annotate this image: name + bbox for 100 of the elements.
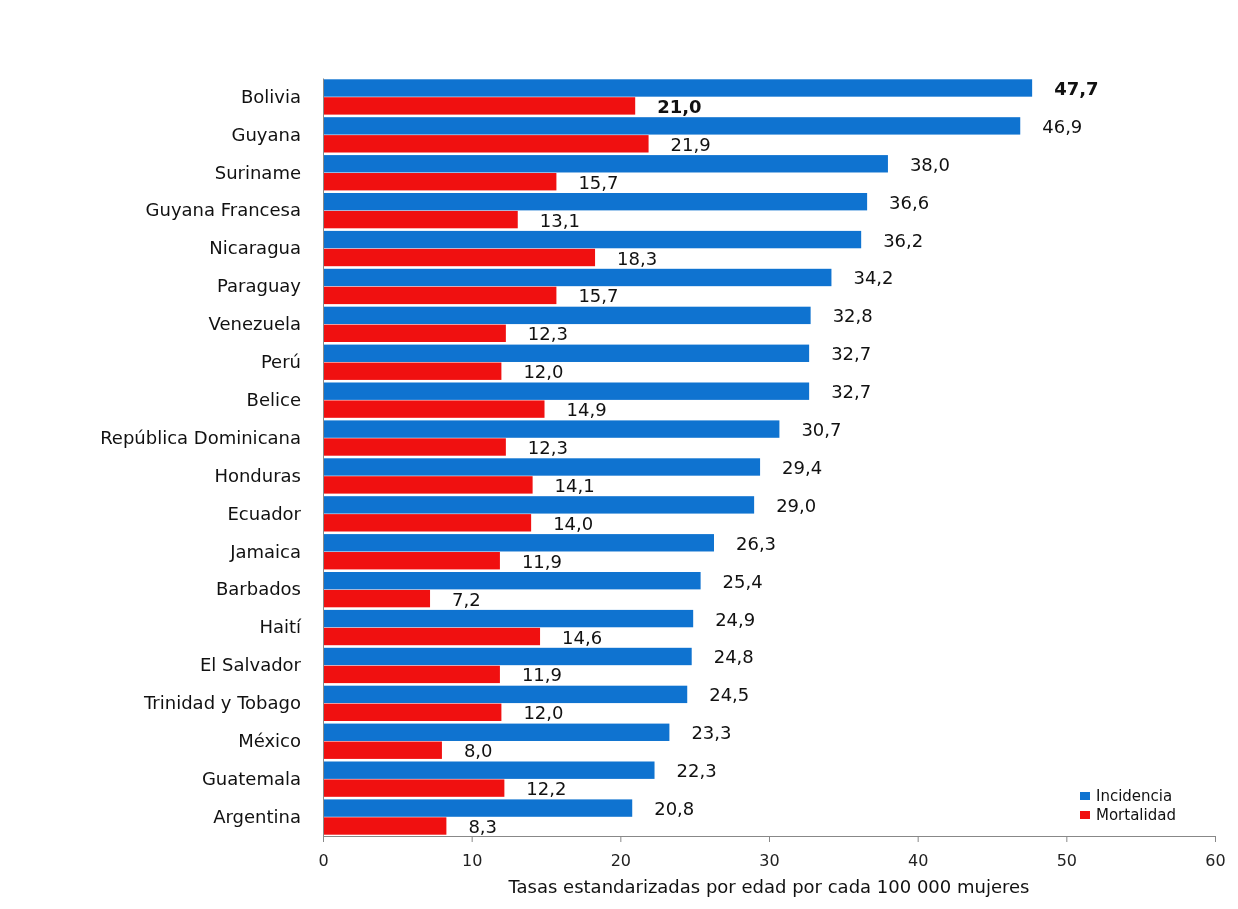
data-label: 12,0 bbox=[523, 702, 564, 724]
data-label: 32,8 bbox=[832, 305, 873, 327]
y-tick-label: Trinidad y Tobago bbox=[143, 692, 301, 714]
bar bbox=[323, 382, 810, 400]
bar bbox=[323, 210, 518, 229]
y-tick-label: Bolivia bbox=[240, 85, 301, 107]
data-label: 26,3 bbox=[735, 532, 777, 554]
bar bbox=[323, 761, 655, 779]
data-label: 46,9 bbox=[1042, 115, 1083, 137]
data-label: 12,2 bbox=[526, 778, 567, 800]
bar bbox=[323, 248, 596, 267]
bar bbox=[323, 193, 868, 211]
bar bbox=[323, 344, 810, 362]
y-tick-label: Paraguay bbox=[216, 275, 302, 297]
data-label: 12,3 bbox=[527, 437, 568, 459]
bar bbox=[323, 799, 633, 817]
y-tick-label: Venezuela bbox=[208, 313, 301, 335]
data-label: 34,2 bbox=[853, 267, 894, 289]
bar bbox=[323, 438, 506, 456]
data-label: 12,0 bbox=[523, 361, 564, 383]
data-label: 32,7 bbox=[831, 343, 872, 365]
y-tick-label: Honduras bbox=[214, 464, 301, 486]
data-label: 8,0 bbox=[463, 740, 493, 762]
y-tick-label: Argentina bbox=[213, 805, 301, 827]
y-tick-label: El Salvador bbox=[199, 654, 302, 676]
x-tick-label: 40 bbox=[907, 850, 929, 870]
bar bbox=[323, 647, 692, 666]
data-label: 23,3 bbox=[691, 722, 732, 744]
data-label: 24,8 bbox=[713, 646, 754, 668]
bar bbox=[323, 230, 862, 249]
bar bbox=[323, 458, 761, 476]
bar bbox=[323, 627, 541, 646]
y-tick-label: Ecuador bbox=[227, 502, 302, 524]
x-tick-label: 0 bbox=[318, 850, 329, 870]
bar bbox=[323, 173, 557, 191]
bar bbox=[323, 324, 506, 342]
x-tick-label: 50 bbox=[1056, 850, 1078, 870]
bar bbox=[323, 362, 502, 380]
data-label: 11,9 bbox=[521, 664, 562, 686]
data-label: 38,0 bbox=[909, 153, 951, 175]
data-label: 25,4 bbox=[722, 570, 763, 592]
data-label: 15,7 bbox=[578, 285, 619, 307]
x-tick-label: 30 bbox=[759, 850, 780, 870]
data-label: 47,7 bbox=[1054, 77, 1099, 99]
data-label: 29,0 bbox=[776, 494, 817, 516]
x-axis-title: Tasas estandarizadas por edad por cada 100 000 mujeres bbox=[507, 876, 1030, 897]
x-tick-label: 20 bbox=[610, 850, 632, 870]
bar bbox=[323, 817, 447, 835]
data-label: 14,9 bbox=[566, 399, 607, 421]
bar bbox=[323, 117, 1021, 135]
x-tick-label: 10 bbox=[461, 850, 483, 870]
bar bbox=[323, 514, 532, 532]
y-tick-label: Nicaragua bbox=[209, 237, 301, 259]
bar bbox=[323, 703, 502, 721]
bar bbox=[323, 476, 533, 494]
bar bbox=[323, 286, 557, 305]
data-label: 11,9 bbox=[521, 550, 562, 572]
y-tick-label: Guyana bbox=[231, 123, 301, 145]
data-label: 12,3 bbox=[527, 323, 568, 345]
y-tick-label: Barbados bbox=[215, 578, 301, 600]
data-label: 32,7 bbox=[831, 381, 872, 403]
data-label: 21,0 bbox=[657, 95, 702, 117]
bar bbox=[323, 534, 714, 552]
data-label: 22,3 bbox=[676, 760, 717, 782]
bar bbox=[323, 79, 1033, 97]
bar bbox=[323, 609, 694, 628]
bar bbox=[323, 552, 500, 570]
data-label: 18,3 bbox=[617, 247, 658, 269]
y-tick-label: República Dominicana bbox=[100, 426, 301, 448]
bar bbox=[323, 665, 500, 684]
bar bbox=[323, 741, 442, 759]
data-label: 7,2 bbox=[452, 588, 481, 610]
y-tick-label: México bbox=[238, 730, 301, 752]
bar bbox=[323, 306, 811, 325]
legend-label: Mortalidad bbox=[1096, 806, 1176, 824]
bar bbox=[323, 400, 545, 418]
data-label: 14,6 bbox=[562, 626, 603, 648]
bar bbox=[323, 496, 755, 514]
bar bbox=[323, 97, 636, 115]
data-label: 36,6 bbox=[889, 191, 930, 213]
bar bbox=[323, 779, 505, 797]
data-label: 15,7 bbox=[578, 171, 619, 193]
data-label: 13,1 bbox=[539, 209, 580, 231]
data-label: 30,7 bbox=[801, 419, 842, 441]
bar bbox=[323, 420, 780, 438]
data-label: 14,1 bbox=[554, 474, 595, 496]
data-label: 14,0 bbox=[553, 512, 594, 534]
y-tick-label: Guyana Francesa bbox=[145, 199, 301, 221]
y-tick-label: Guatemala bbox=[201, 767, 301, 789]
bar bbox=[323, 155, 888, 173]
bar bbox=[323, 268, 832, 287]
data-label: 24,5 bbox=[709, 684, 750, 706]
data-label: 20,8 bbox=[654, 798, 695, 820]
bar bbox=[323, 135, 649, 153]
data-label: 29,4 bbox=[782, 456, 823, 478]
legend-label: Incidencia bbox=[1096, 787, 1173, 805]
data-label: 24,9 bbox=[715, 608, 756, 630]
bar bbox=[323, 723, 670, 741]
data-label: 21,9 bbox=[670, 133, 711, 155]
bar bbox=[323, 685, 688, 704]
